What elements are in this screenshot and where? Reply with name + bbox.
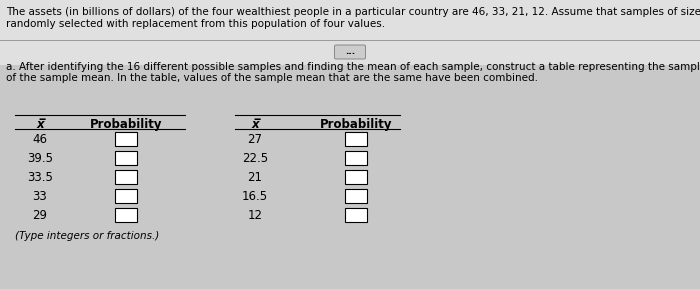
Text: (Type integers or fractions.): (Type integers or fractions.) bbox=[15, 231, 160, 241]
Text: randomly selected with replacement from this population of four values.: randomly selected with replacement from … bbox=[6, 19, 385, 29]
Text: 16.5: 16.5 bbox=[242, 190, 268, 203]
Bar bbox=[115, 189, 137, 203]
Text: Probability: Probability bbox=[320, 118, 392, 131]
Bar bbox=[345, 170, 367, 184]
Text: 39.5: 39.5 bbox=[27, 152, 53, 165]
Bar bbox=[345, 151, 367, 165]
Bar bbox=[0, 0, 700, 65]
FancyBboxPatch shape bbox=[335, 45, 365, 59]
Bar bbox=[345, 189, 367, 203]
Bar bbox=[115, 151, 137, 165]
Text: 22.5: 22.5 bbox=[242, 152, 268, 165]
Text: x̅: x̅ bbox=[251, 118, 259, 131]
Text: of the sample mean. In the table, values of the sample mean that are the same ha: of the sample mean. In the table, values… bbox=[6, 73, 538, 83]
Bar bbox=[115, 170, 137, 184]
Text: 21: 21 bbox=[248, 171, 262, 184]
Text: 46: 46 bbox=[32, 133, 48, 146]
Bar bbox=[115, 208, 137, 222]
Bar bbox=[345, 208, 367, 222]
Text: ...: ... bbox=[345, 47, 355, 57]
Text: x̅: x̅ bbox=[36, 118, 44, 131]
Text: 29: 29 bbox=[32, 209, 48, 222]
Text: 27: 27 bbox=[248, 133, 262, 146]
Text: a. After identifying the 16 different possible samples and finding the mean of e: a. After identifying the 16 different po… bbox=[6, 62, 700, 72]
Text: 33: 33 bbox=[33, 190, 48, 203]
Text: 33.5: 33.5 bbox=[27, 171, 53, 184]
Bar bbox=[115, 132, 137, 146]
Bar bbox=[345, 132, 367, 146]
Text: 12: 12 bbox=[248, 209, 262, 222]
Text: The assets (in billions of dollars) of the four wealthiest people in a particula: The assets (in billions of dollars) of t… bbox=[6, 7, 700, 17]
Text: Probability: Probability bbox=[90, 118, 162, 131]
